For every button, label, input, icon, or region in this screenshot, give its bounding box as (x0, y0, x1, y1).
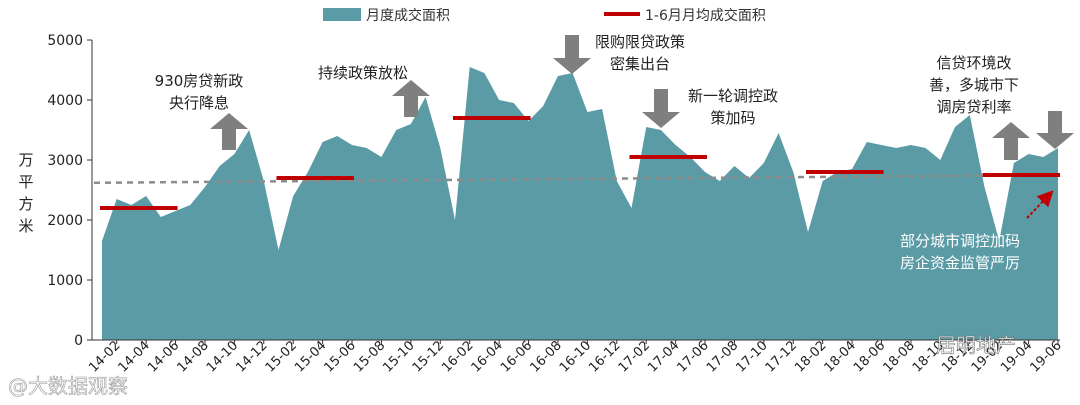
annotation-text-a7: 部分城市调控加码 (900, 232, 1020, 250)
annotation-text-a1: 930房贷新政 (155, 72, 244, 90)
annotation-text-a2: 持续政策放松 (318, 64, 408, 82)
x-tick-label: 16-08 (527, 338, 564, 375)
x-tick-label: 17-04 (645, 338, 682, 375)
x-tick-label: 14-06 (145, 338, 182, 375)
y-axis-label-char: 平 (18, 173, 33, 191)
legend-area-swatch (323, 8, 361, 21)
x-tick-label: 16-12 (586, 338, 623, 375)
x-tick-label: 14-04 (116, 338, 153, 375)
x-tick-label: 18-04 (822, 338, 859, 375)
y-axis-label-char: 方 (18, 195, 33, 213)
x-tick-label: 15-06 (322, 338, 359, 375)
annotation-text-a7: 房企资金监管严厉 (900, 254, 1020, 272)
x-tick-label: 17-10 (733, 338, 770, 375)
x-tick-label: 16-04 (469, 338, 506, 375)
annotation-text-a5: 调房贷利率 (936, 98, 1011, 116)
annotation-text-a1: 央行降息 (169, 94, 229, 112)
area-fill (102, 67, 1058, 340)
x-tick-label: 14-12 (233, 338, 270, 375)
x-tick-label: 15-04 (292, 338, 329, 375)
annotation-arrow-down (1036, 111, 1074, 149)
x-tick-label: 16-06 (498, 338, 535, 375)
annotation-text-a3: 密集出台 (610, 55, 670, 73)
x-tick-label: 14-10 (204, 338, 241, 375)
y-axis-label-char: 万 (18, 151, 33, 169)
watermark-right: 居明地产 (936, 333, 1016, 357)
annotation-text-a5: 善，多城市下 (929, 76, 1019, 94)
legend-area-label: 月度成交面积 (366, 7, 450, 24)
x-tick-label: 15-08 (351, 338, 388, 375)
watermark-left: @大数据观察 (8, 374, 128, 398)
annotation-arrow-down (642, 89, 680, 128)
x-tick-label: 18-08 (880, 338, 917, 375)
annotation-text-a4: 策加码 (710, 109, 755, 127)
annotation-text-a4: 新一轮调控政 (688, 87, 778, 105)
x-axis-ticks: 14-0214-0414-0614-0814-1014-1215-0215-04… (86, 338, 1065, 375)
area-series (102, 67, 1058, 340)
legend: 月度成交面积 1-6月月均成交面积 (323, 7, 766, 24)
x-tick-label: 15-10 (380, 338, 417, 375)
x-tick-label: 14-02 (86, 338, 123, 375)
y-tick-label: 5000 (47, 33, 83, 49)
y-axis-ticks: 0 1000 2000 3000 4000 5000 (47, 33, 92, 349)
x-tick-label: 18-06 (851, 338, 888, 375)
y-tick-label: 2000 (47, 213, 83, 229)
annotation-arrow-down (553, 35, 591, 74)
x-tick-label: 17-08 (704, 338, 741, 375)
y-tick-label: 0 (74, 333, 83, 349)
y-axis-label-char: 米 (18, 217, 33, 235)
x-tick-label: 19-06 (1028, 338, 1065, 375)
legend-avg-label: 1-6月月均成交面积 (645, 7, 766, 24)
x-tick-label: 18-02 (792, 338, 829, 375)
x-tick-label: 15-02 (263, 338, 300, 375)
x-tick-label: 16-10 (557, 338, 594, 375)
y-tick-label: 1000 (47, 273, 83, 289)
x-tick-label: 17-12 (763, 338, 800, 375)
annotation-text-a3: 限购限贷政策 (595, 33, 685, 51)
x-tick-label: 14-08 (174, 338, 211, 375)
y-tick-label: 3000 (47, 153, 83, 169)
x-tick-label: 17-02 (616, 338, 653, 375)
y-tick-label: 4000 (47, 93, 83, 109)
annotation-arrow-up (992, 122, 1030, 160)
x-tick-label: 17-06 (675, 338, 712, 375)
x-tick-label: 16-02 (439, 338, 476, 375)
x-tick-label: 15-12 (410, 338, 447, 375)
annotation-text-a5: 信贷环境改 (936, 54, 1011, 72)
